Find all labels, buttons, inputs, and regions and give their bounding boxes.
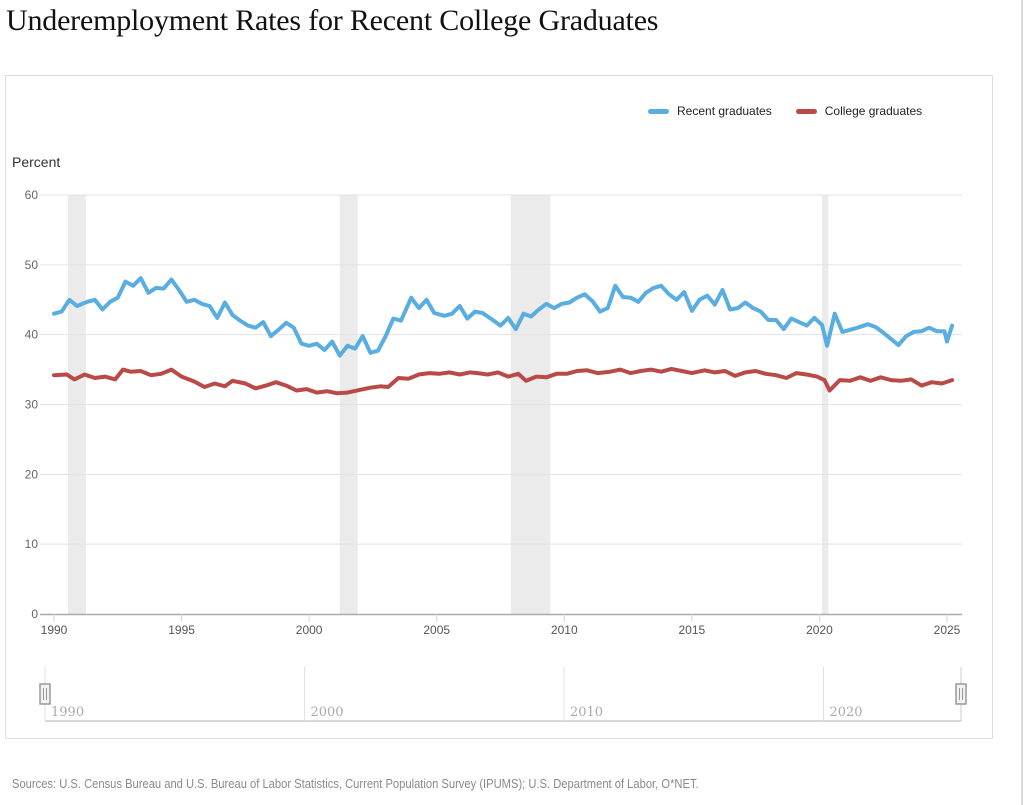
x-tick-label: 2025 — [934, 623, 961, 637]
navigator-label: 2000 — [310, 705, 343, 720]
page-title: Underemployment Rates for Recent College… — [6, 4, 659, 37]
legend-swatch-college-graduates — [795, 108, 817, 114]
x-tick-label: 1990 — [41, 623, 68, 637]
x-tick-label: 2010 — [551, 623, 578, 637]
legend-label: College graduates — [824, 104, 923, 118]
x-tick-label: 2000 — [296, 623, 323, 637]
y-tick-label: 10 — [25, 537, 39, 551]
y-tick-label: 0 — [31, 607, 38, 621]
navigator-label: 1990 — [51, 705, 84, 720]
gridlines — [40, 194, 962, 545]
navigator-handle-body — [955, 683, 967, 705]
page-scrollbar-edge — [1021, 0, 1023, 805]
x-tick-label: 1995 — [168, 623, 195, 637]
y-axis-ticks: 0 10 20 30 40 50 60 — [25, 188, 39, 621]
x-tick-label: 2015 — [679, 623, 706, 637]
y-tick-label: 40 — [25, 328, 39, 342]
y-tick-label: 20 — [25, 467, 39, 481]
y-tick-label: 30 — [25, 398, 39, 412]
navigator-label: 2020 — [829, 705, 862, 720]
x-axis: 1990 1995 2000 2005 2010 2015 2020 2025 — [40, 613, 962, 637]
sources-note: Sources: U.S. Census Bureau and U.S. Bur… — [12, 776, 699, 791]
range-navigator: 1990 2000 2010 2020 — [39, 667, 967, 722]
series-line-college-graduates — [52, 366, 955, 396]
series-line-recent-graduates — [52, 276, 955, 358]
navigator-handle-right[interactable] — [955, 683, 967, 705]
chart-legend: Recent graduates College graduates — [648, 104, 946, 118]
x-tick-label: 2005 — [423, 623, 450, 637]
legend-item-college-graduates[interactable]: College graduates — [795, 104, 923, 118]
series-lines — [52, 276, 955, 396]
legend-label: Recent graduates — [677, 104, 772, 118]
navigator-handle-left[interactable] — [39, 683, 51, 705]
navigator-label: 2010 — [570, 705, 603, 720]
legend-item-recent-graduates[interactable]: Recent graduates — [648, 104, 772, 118]
legend-swatch-recent-graduates — [648, 108, 669, 114]
y-tick-label: 50 — [25, 258, 39, 272]
line-chart: 0 10 20 30 40 50 60 1990 1995 2000 2005 2010 2015 20… — [25, 188, 967, 722]
navigator-handle-body — [39, 683, 51, 705]
y-axis-title: Percent — [12, 154, 61, 170]
y-tick-label: 60 — [25, 188, 39, 202]
x-tick-label: 2020 — [806, 623, 833, 637]
